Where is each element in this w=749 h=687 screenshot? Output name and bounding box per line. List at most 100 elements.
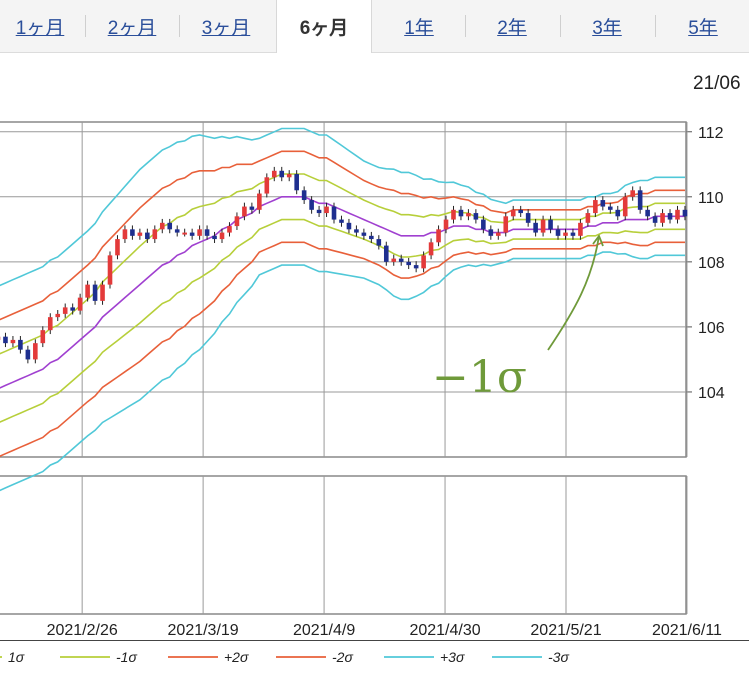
- candle-body: [645, 209, 650, 217]
- y-tick-label: 104: [698, 385, 725, 402]
- y-tick-label: 110: [698, 190, 724, 207]
- candle-body: [301, 190, 307, 201]
- candle-body: [600, 200, 606, 207]
- candle-body: [369, 235, 374, 240]
- price-panel: [0, 121, 687, 458]
- candle-body: [182, 232, 187, 235]
- candle-body: [189, 232, 195, 236]
- candle-body: [667, 213, 673, 220]
- tab-separator: [655, 15, 656, 37]
- candle-body: [219, 232, 225, 240]
- candle-body: [227, 226, 232, 233]
- legend-label: +3σ: [440, 649, 465, 665]
- candle-body: [458, 209, 464, 217]
- candle-body: [242, 206, 247, 217]
- candle-body: [630, 190, 635, 197]
- legend-label: +2σ: [224, 649, 249, 665]
- candle-body: [3, 336, 8, 344]
- candle-body: [47, 317, 53, 331]
- candle-body: [33, 343, 38, 360]
- candle-body: [548, 219, 553, 230]
- candle-body: [466, 213, 471, 217]
- tab-6-months[interactable]: 6ヶ月: [276, 0, 372, 53]
- annotation-label: −1σ: [432, 352, 527, 403]
- tab-2-years[interactable]: 2年: [497, 17, 527, 39]
- legend-label: -1σ: [116, 649, 137, 665]
- plus-2-sigma-line: [0, 150, 685, 321]
- candle-body: [159, 222, 165, 230]
- candle-body: [77, 297, 83, 311]
- candle-body: [137, 232, 143, 236]
- candle-body: [406, 261, 411, 266]
- candle-body: [197, 229, 202, 236]
- candle-body: [271, 170, 277, 178]
- candle-body: [107, 255, 113, 285]
- candle-body: [555, 229, 561, 236]
- x-tick-label: 2021/5/21: [530, 622, 601, 639]
- candle-body: [398, 258, 404, 262]
- candle-body: [473, 213, 479, 220]
- candle-body: [286, 174, 292, 178]
- candle-body: [578, 222, 583, 236]
- tab-5-years[interactable]: 5年: [688, 17, 718, 39]
- candle-body: [637, 190, 643, 210]
- candle-body: [212, 235, 217, 240]
- candle-body: [167, 222, 173, 230]
- candle-body: [204, 229, 210, 236]
- candle-body: [413, 265, 419, 269]
- y-tick-label: 112: [698, 125, 724, 142]
- candle-body: [234, 216, 240, 227]
- tab-1-year[interactable]: 1年: [404, 17, 434, 39]
- tab-3-years[interactable]: 3年: [592, 17, 622, 39]
- minus-3-sigma-line: [0, 251, 685, 492]
- candle-body: [622, 196, 628, 217]
- candle-body: [481, 219, 486, 230]
- lower-panel: [0, 475, 687, 615]
- candle-body: [495, 232, 501, 236]
- candle-body: [607, 206, 613, 210]
- tab-1-month[interactable]: 1ヶ月: [15, 17, 65, 39]
- candle-body: [615, 209, 621, 217]
- candle-body: [652, 216, 658, 223]
- candle-body: [421, 255, 426, 269]
- candle-body: [361, 232, 367, 236]
- candle-body: [40, 330, 46, 344]
- candle-body: [145, 232, 150, 240]
- candle-body: [540, 219, 546, 233]
- candle-body: [122, 229, 128, 240]
- y-tick-label: 106: [698, 320, 725, 337]
- x-tick-label: 2021/3/19: [168, 622, 239, 639]
- candle-body: [10, 339, 16, 344]
- plus-1-sigma-line: [0, 173, 685, 355]
- tab-3-months[interactable]: 3ヶ月: [201, 17, 251, 39]
- candle-body: [525, 213, 531, 223]
- candle-body: [339, 219, 344, 223]
- candle-body: [92, 284, 98, 301]
- tab-2-months[interactable]: 2ヶ月: [107, 17, 157, 39]
- candle-body: [436, 229, 441, 243]
- candle-body: [503, 216, 509, 233]
- candle-body: [331, 206, 337, 220]
- candle-body: [309, 200, 314, 210]
- candle-body: [391, 258, 397, 262]
- candle-body: [62, 307, 68, 314]
- plus-3-sigma-line: [0, 127, 685, 287]
- tab-separator: [85, 15, 86, 37]
- tab-separator: [560, 15, 561, 37]
- y-tick-label: 108: [698, 255, 725, 272]
- tab-separator: [179, 15, 180, 37]
- chart-date-label: 21/06: [693, 73, 741, 94]
- candle-body: [451, 209, 456, 220]
- candle-body: [152, 229, 158, 240]
- minus-1-sigma-line: [0, 218, 685, 423]
- annotation-arrowhead: [592, 234, 604, 247]
- x-tick-label: 2021/4/30: [409, 622, 480, 639]
- candle-body: [25, 349, 31, 360]
- moving-average-line: [0, 196, 685, 389]
- x-tick-label: 2021/4/9: [293, 622, 355, 639]
- candle-body: [354, 229, 359, 233]
- candle-body: [383, 245, 389, 262]
- legend-label: -2σ: [332, 649, 353, 665]
- candle-body: [593, 200, 598, 214]
